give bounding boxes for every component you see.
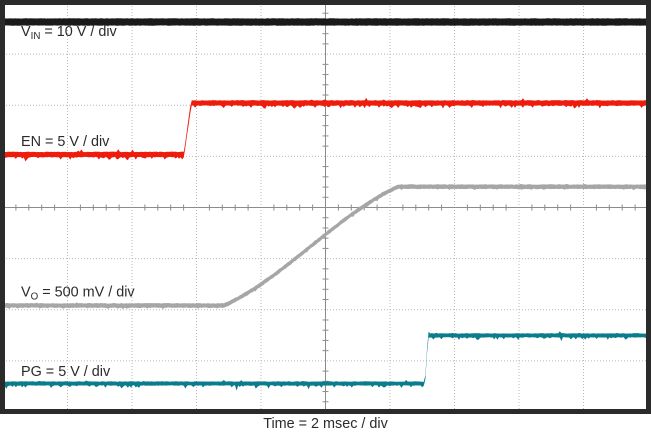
svg-text:EN = 5 V / div: EN = 5 V / div — [21, 134, 110, 150]
svg-text:VO = 500 mV / div: VO = 500 mV / div — [21, 285, 135, 303]
svg-text:PG = 5 V / div: PG = 5 V / div — [21, 364, 111, 380]
svg-text:Time = 2 msec / div: Time = 2 msec / div — [263, 416, 388, 432]
